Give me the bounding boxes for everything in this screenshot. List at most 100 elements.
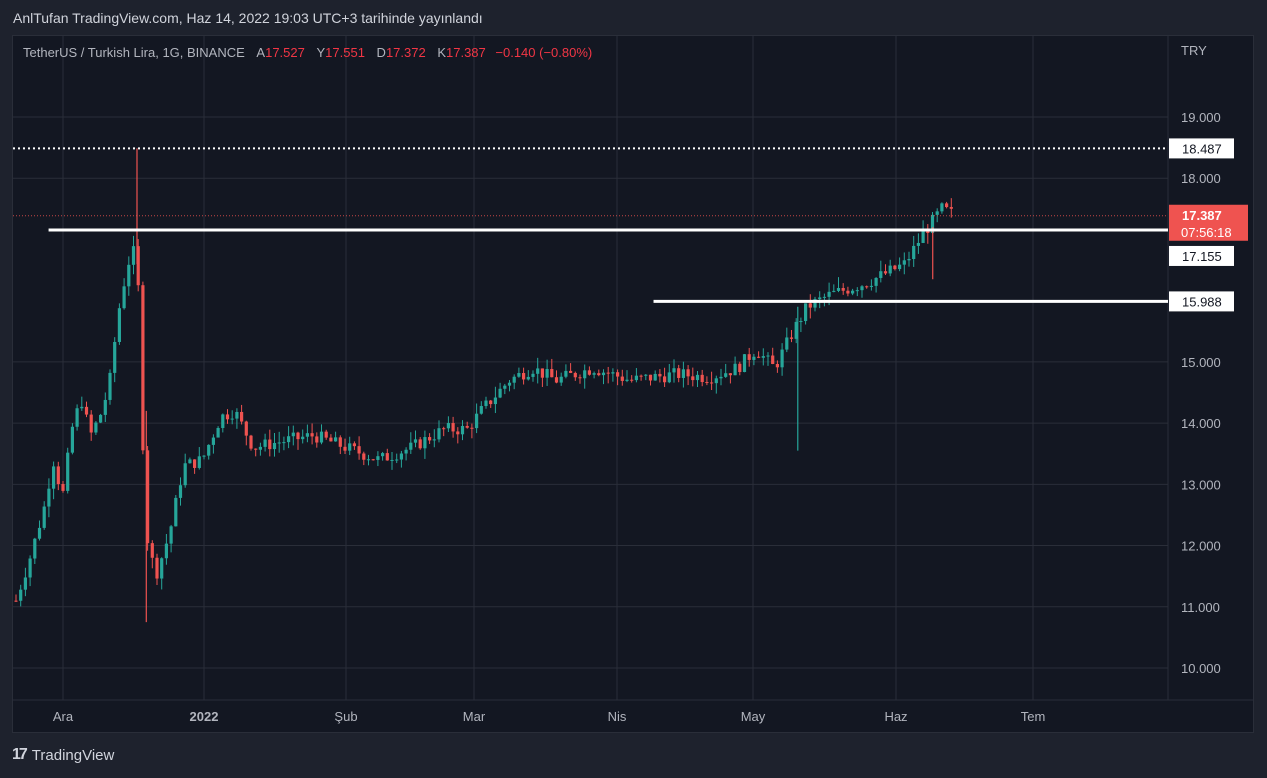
- candle-body: [578, 377, 582, 379]
- candle: [522, 367, 526, 385]
- candle: [244, 420, 248, 446]
- y-tick-label: 12.000: [1181, 539, 1221, 554]
- candle-body: [395, 459, 399, 461]
- candle: [912, 235, 916, 267]
- tradingview-logo[interactable]: 17 TradingView: [12, 746, 114, 764]
- candle-body: [174, 497, 178, 527]
- candle: [855, 287, 859, 297]
- candle: [207, 444, 211, 460]
- candle-body: [587, 370, 591, 375]
- candle-body: [409, 442, 413, 450]
- candle-body: [869, 285, 873, 287]
- y-tick-label: 10.000: [1181, 661, 1221, 676]
- candle: [644, 374, 648, 381]
- candle: [291, 425, 295, 446]
- candle: [47, 478, 51, 518]
- horizontal-lines: [13, 147, 1168, 303]
- candle: [319, 424, 324, 445]
- candle: [381, 451, 385, 461]
- candle-body: [616, 372, 620, 377]
- candle-body: [860, 286, 864, 291]
- candle-body: [343, 446, 347, 451]
- candle: [766, 352, 770, 366]
- candle-body: [522, 373, 526, 380]
- candle: [865, 285, 869, 289]
- candle: [808, 294, 812, 319]
- candle-body: [832, 290, 836, 292]
- x-tick-label: Haz: [884, 709, 907, 724]
- candle: [503, 383, 507, 395]
- candle: [869, 279, 873, 291]
- candle-body: [89, 414, 93, 433]
- candle-body: [84, 406, 89, 415]
- price-labels: 18.487 17.155 15.988 17.387 07:56:18: [1169, 138, 1248, 312]
- candle-body: [150, 543, 154, 558]
- candle-body: [526, 376, 530, 380]
- candle-body: [855, 290, 859, 292]
- y-tick-label: 13.000: [1181, 477, 1221, 492]
- candle: [108, 369, 112, 405]
- candle: [545, 359, 549, 386]
- candle-body: [822, 296, 826, 298]
- candle: [23, 567, 27, 597]
- currency-label[interactable]: TRY: [1181, 43, 1207, 58]
- candle: [813, 296, 817, 312]
- chart-panel[interactable]: [12, 35, 1254, 733]
- candle-body: [498, 388, 502, 398]
- x-tick-label: Şub: [334, 709, 357, 724]
- candle: [371, 458, 375, 461]
- candle-body: [907, 259, 911, 261]
- candle-body: [813, 299, 817, 308]
- candle-body: [103, 399, 107, 415]
- candle: [117, 303, 121, 345]
- candle: [710, 371, 714, 391]
- candle: [573, 371, 577, 381]
- candle-body: [216, 427, 220, 438]
- candle: [540, 368, 544, 387]
- candle: [141, 281, 145, 455]
- candle: [28, 555, 32, 587]
- candle: [178, 477, 183, 506]
- candle-body: [451, 423, 455, 432]
- candle-body: [272, 442, 277, 450]
- x-tick-label: Ara: [53, 709, 74, 724]
- candle-body: [263, 439, 267, 447]
- candle: [634, 368, 638, 383]
- candle-body: [846, 290, 850, 294]
- candle-body: [902, 260, 906, 265]
- grid: [13, 36, 1253, 701]
- candle-body: [489, 400, 493, 405]
- candle-body: [507, 382, 512, 386]
- symbol-info[interactable]: TetherUS / Turkish Lira, 1G, BINANCE A17…: [23, 45, 592, 60]
- candle-body: [366, 459, 371, 461]
- candle-body: [940, 203, 944, 212]
- candle: [315, 432, 319, 448]
- low-label: D: [376, 45, 386, 60]
- candle: [479, 401, 483, 415]
- candle: [75, 404, 79, 431]
- candle-body: [761, 356, 765, 358]
- candle: [921, 220, 925, 244]
- x-tick-label: Tem: [1021, 709, 1046, 724]
- candle: [324, 429, 328, 440]
- candle: [836, 277, 841, 293]
- candle-body: [446, 423, 450, 429]
- candle-body: [597, 373, 601, 376]
- candle-body: [836, 287, 841, 291]
- candle-body: [545, 369, 549, 378]
- candle-body: [282, 442, 286, 444]
- candle: [569, 363, 573, 374]
- candle-body: [493, 397, 497, 405]
- candle: [385, 448, 389, 461]
- candle: [526, 370, 530, 381]
- candle-body: [794, 321, 798, 339]
- candle-body: [611, 372, 615, 374]
- candle: [493, 386, 497, 414]
- candle-body: [883, 271, 888, 274]
- candle: [775, 360, 779, 373]
- candle: [343, 438, 347, 455]
- brand-name: TradingView: [31, 746, 115, 764]
- candle: [338, 435, 342, 455]
- candle-body: [155, 557, 159, 579]
